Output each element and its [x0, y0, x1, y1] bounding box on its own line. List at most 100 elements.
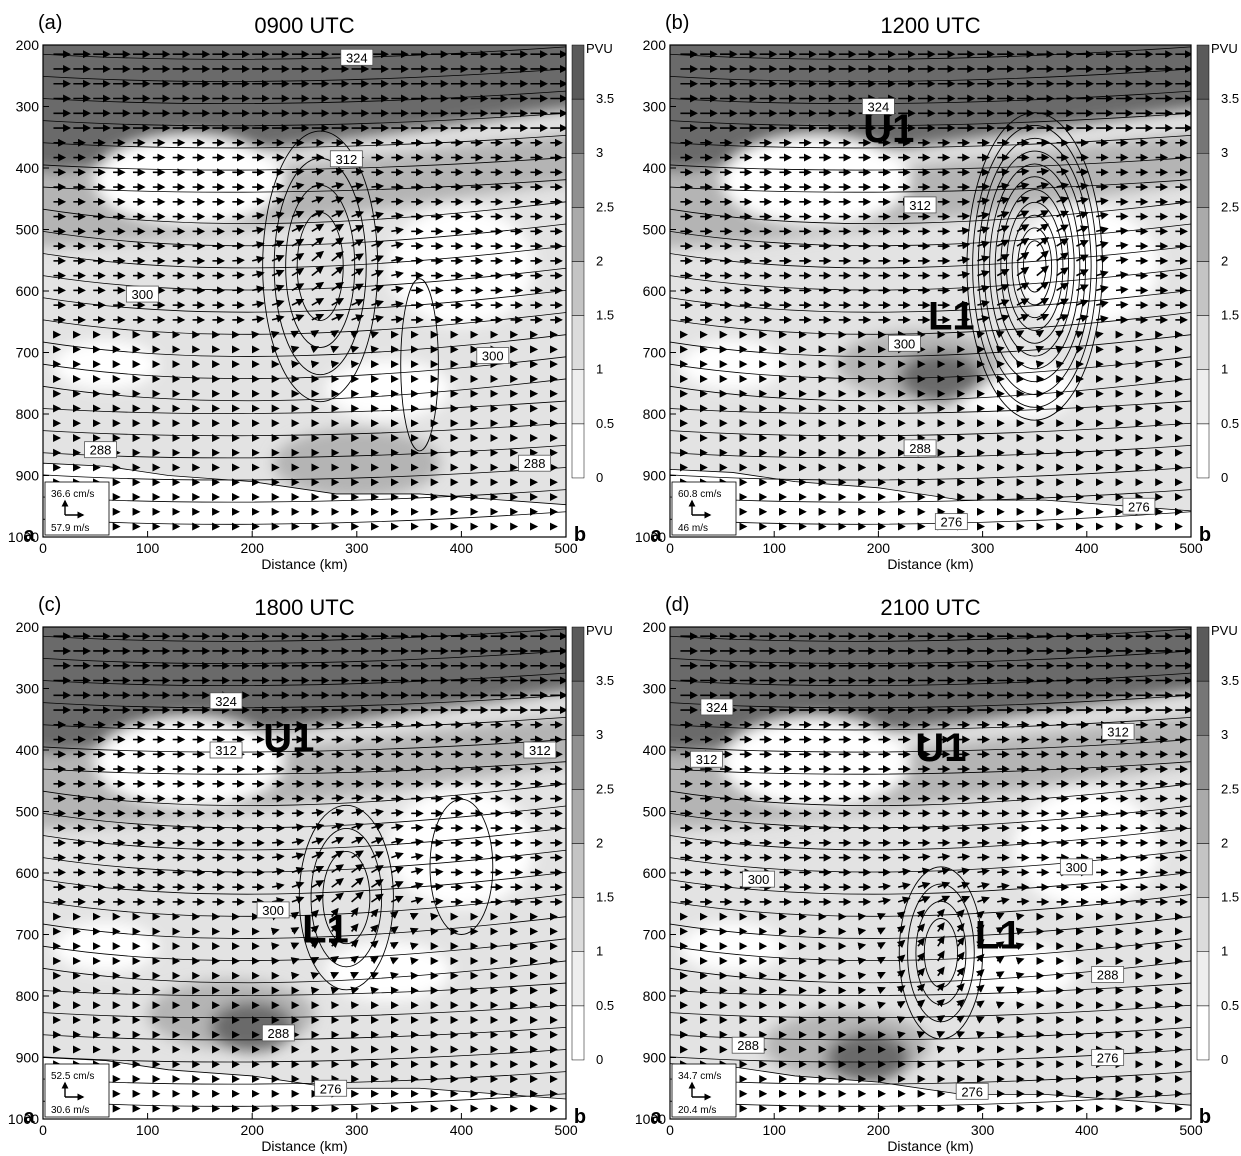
- panel-title: 0900 UTC: [254, 13, 354, 38]
- wind-vector: [252, 300, 265, 309]
- endpoint-a: a: [23, 1106, 35, 1128]
- theta-label-text: 288: [90, 443, 112, 458]
- y-tick-label: 400: [643, 742, 667, 758]
- colorbar-tick-label: 0: [596, 470, 603, 485]
- wind-vector: [957, 300, 971, 309]
- wind-vector: [291, 837, 305, 846]
- wind-vector: [370, 330, 379, 339]
- wind-vector: [331, 237, 345, 247]
- wind-vector: [371, 299, 384, 308]
- pv-low-level-core: [826, 1032, 910, 1083]
- wind-vector: [270, 330, 280, 339]
- wind-vector: [351, 283, 364, 292]
- colorbar-segment: [1196, 261, 1210, 316]
- wind-vector: [1036, 223, 1050, 233]
- theta-label-text: 312: [335, 152, 357, 167]
- wind-vector: [271, 867, 285, 876]
- wind-vector: [957, 256, 971, 265]
- colorbar-tick-label: 2.5: [596, 781, 614, 796]
- wind-vector: [271, 284, 285, 293]
- y-tick-label: 900: [643, 468, 667, 484]
- colorbar-segment: [571, 843, 585, 898]
- wind-vector: [1076, 299, 1089, 307]
- vector-scale-horizontal: 57.9 m/s: [51, 523, 89, 534]
- wind-vector: [291, 196, 305, 205]
- wind-vector: [1096, 315, 1109, 324]
- wind-vector: [1095, 330, 1104, 339]
- colorbar-segment: [571, 207, 585, 262]
- x-tick-label: 0: [39, 1122, 47, 1138]
- y-tick-label: 600: [643, 865, 667, 881]
- wind-vector: [1076, 211, 1089, 219]
- wind-vector: [310, 330, 320, 338]
- x-tick-label: 100: [763, 540, 787, 556]
- colorbar-tick-label: 2.5: [596, 199, 614, 214]
- theta-label: 312: [903, 196, 937, 214]
- wind-vector: [1036, 250, 1049, 262]
- omega-contour: [1011, 214, 1058, 319]
- wind-vector: [430, 897, 444, 906]
- wind-vector: [1095, 300, 1109, 308]
- wind-vector: [1056, 298, 1069, 306]
- theta-contour-line: [43, 960, 566, 984]
- colorbar-segment: [1196, 789, 1210, 844]
- wind-vector: [957, 212, 971, 221]
- theta-contour-line: [43, 400, 566, 414]
- wind-vector: [1036, 210, 1050, 218]
- theta-contour-line: [43, 334, 566, 357]
- x-axis-label: Distance (km): [887, 556, 973, 572]
- wind-vector: [271, 882, 285, 891]
- wind-vector: [311, 808, 325, 817]
- theta-label: 276: [955, 1082, 989, 1100]
- panel-title: 2100 UTC: [880, 595, 980, 620]
- theta-contour-line: [670, 334, 1191, 357]
- wind-vector: [369, 956, 379, 965]
- wind-vector: [996, 211, 1010, 219]
- wind-vector: [1095, 255, 1109, 264]
- x-tick-label: 500: [554, 540, 578, 556]
- wind-vector: [331, 223, 345, 233]
- wind-vector: [977, 240, 990, 249]
- x-tick-label: 300: [345, 540, 369, 556]
- pv-low-region: [388, 789, 535, 908]
- wind-vector: [232, 271, 245, 280]
- colorbar-segment: [1196, 897, 1210, 952]
- colorbar-segment: [571, 897, 585, 952]
- y-tick-label: 200: [643, 619, 667, 635]
- wind-vector: [371, 893, 384, 903]
- wind-vector: [271, 314, 285, 323]
- y-tick-label: 500: [643, 222, 667, 238]
- wind-vector: [371, 225, 384, 234]
- x-tick-label: 200: [241, 540, 265, 556]
- wind-vector: [351, 196, 365, 205]
- wind-vector: [311, 851, 325, 860]
- theta-label-text: 300: [894, 336, 916, 351]
- theta-contour-line: [43, 783, 566, 806]
- wind-vector: [311, 880, 325, 888]
- colorbar-tick-label: 0.5: [596, 416, 614, 431]
- wind-vector: [330, 907, 339, 918]
- theta-label-text: 312: [909, 198, 931, 213]
- colorbar-segment: [1196, 207, 1210, 262]
- wind-vector: [1056, 196, 1070, 204]
- wind-vector: [351, 167, 365, 176]
- wind-vector: [995, 330, 1005, 339]
- colorbar-tick-label: 2: [1221, 253, 1228, 268]
- theta-contour-line: [670, 223, 1191, 247]
- y-tick-label: 200: [16, 37, 40, 53]
- colorbar-tick-label: 3.5: [596, 91, 614, 106]
- wind-vector: [1016, 182, 1030, 190]
- wind-vector: [271, 196, 285, 205]
- wind-vector: [1036, 297, 1050, 306]
- wind-vector: [351, 808, 365, 817]
- wind-vector: [331, 313, 345, 322]
- wind-vector: [1036, 313, 1050, 322]
- wind-vector: [271, 254, 285, 263]
- colorbar: PVU 0 0.5 1 1.5 2 2.5 3 3.5: [571, 623, 614, 1067]
- wind-vector: [290, 345, 300, 354]
- y-tick-label: 500: [16, 804, 40, 820]
- colorbar-segment: [1196, 98, 1210, 154]
- theta-label: 300: [125, 285, 159, 303]
- wind-vector: [1036, 167, 1050, 176]
- x-tick-label: 400: [450, 1122, 474, 1138]
